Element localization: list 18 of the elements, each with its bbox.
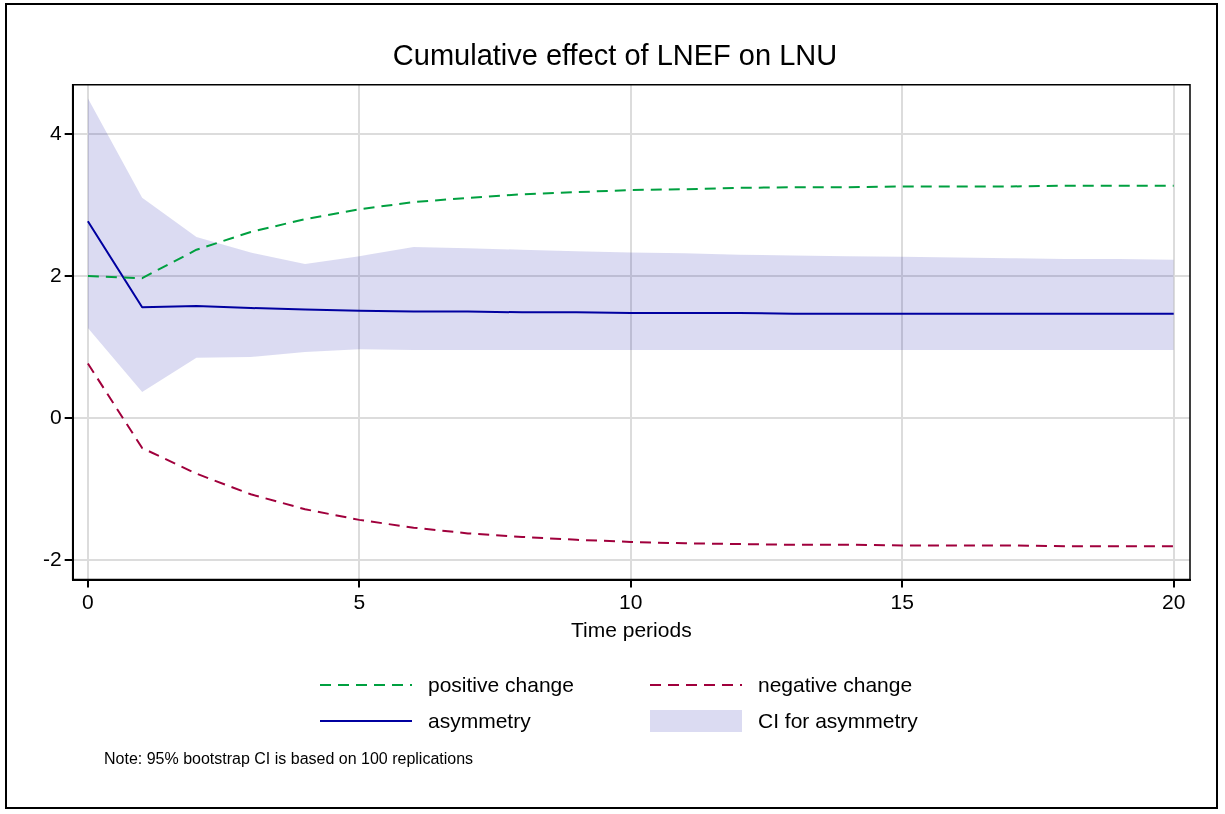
legend-label: positive change [428, 673, 574, 697]
x-tick-label: 0 [82, 590, 94, 613]
legend-label: negative change [758, 673, 913, 697]
x-tick-label: 20 [1162, 590, 1186, 613]
x-tick-label: 10 [619, 590, 643, 613]
y-tick-label: -2 [42, 547, 62, 571]
line-series [86, 184, 1175, 280]
legend-label: asymmetry [428, 709, 531, 733]
line-series [86, 362, 1175, 548]
y-tick-label: 0 [49, 405, 62, 429]
text: Note: 95% bootstrap CI is based on 100 replications [104, 750, 474, 768]
chart-title: Cumulative effect of LNEF on LNU [392, 39, 838, 72]
y-tick-label: 2 [49, 262, 62, 286]
x-tick-label: 5 [353, 590, 366, 613]
x-axis-title: Time periods [571, 618, 692, 642]
x-tick-label: 15 [890, 590, 914, 613]
text: CI for asymmetry [758, 709, 918, 733]
y-tick-label: 4 [49, 120, 62, 144]
